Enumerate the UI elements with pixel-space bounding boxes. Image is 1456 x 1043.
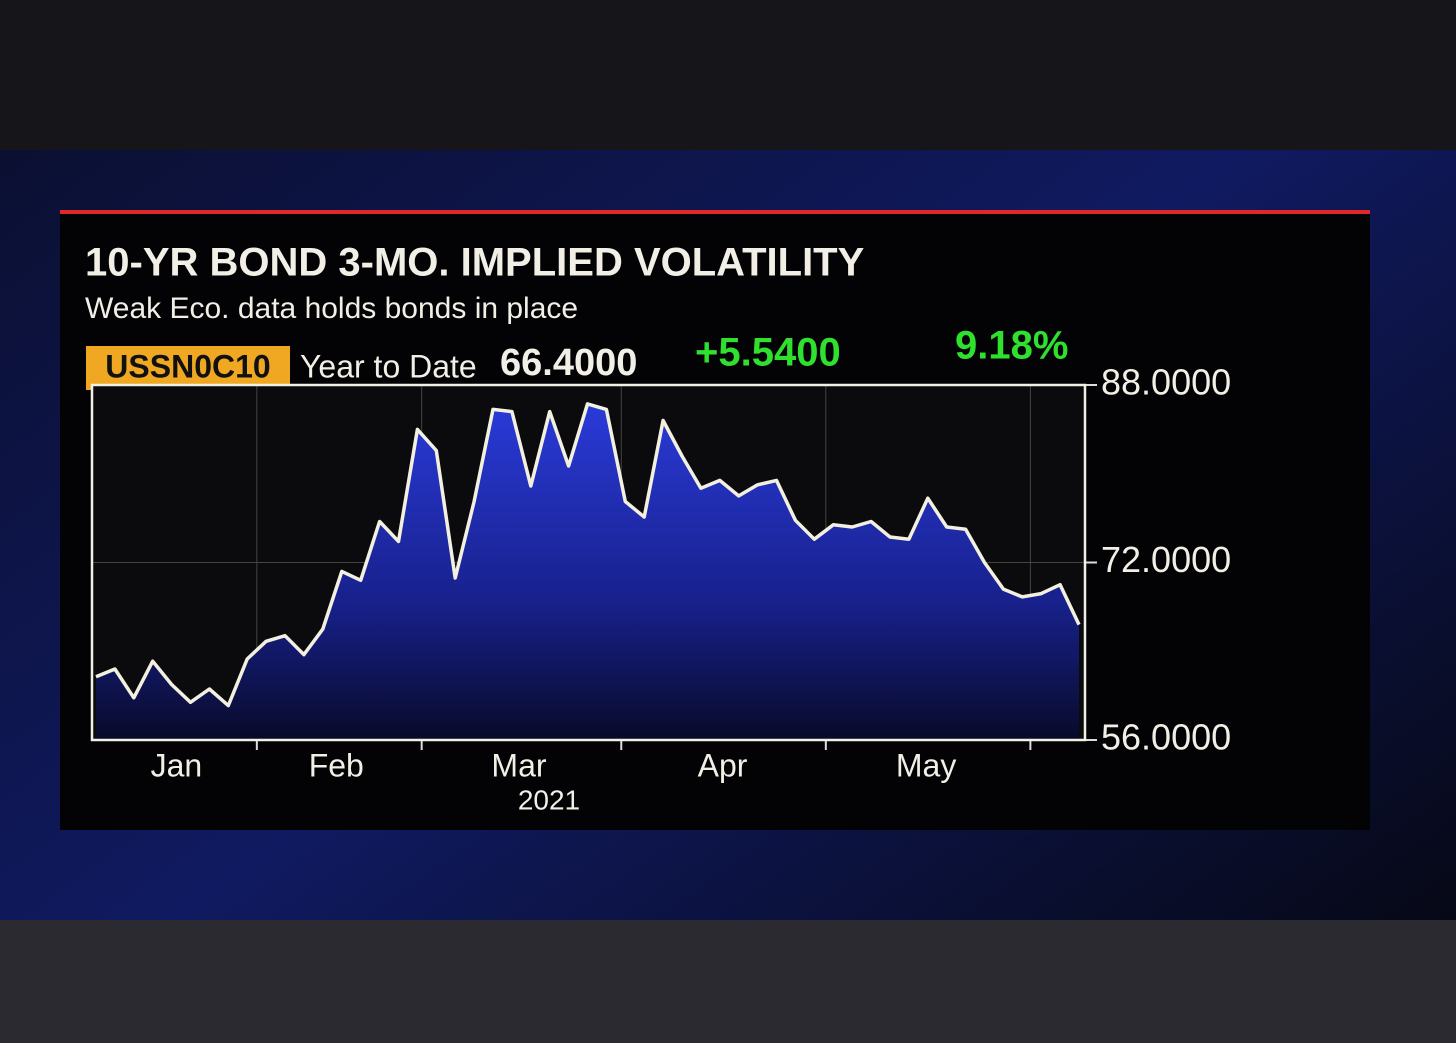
last-value: 66.4000 <box>500 342 637 384</box>
ceiling <box>0 0 1456 150</box>
change: +5.5400 <box>695 331 841 375</box>
line <box>95 402 1081 708</box>
y-tick-label: 56.0000 <box>1101 717 1231 758</box>
x-tick-label: May <box>896 747 956 783</box>
x-tick-label: Jan <box>151 747 203 783</box>
floor <box>0 920 1456 1043</box>
period: Year to Date <box>300 348 477 384</box>
plot-border <box>90 383 1087 742</box>
ticker: USSN0C10 <box>105 348 270 384</box>
x-tick-label: Apr <box>698 747 748 783</box>
chart-title: 10-YR BOND 3-MO. IMPLIED VOLATILITY <box>85 241 865 285</box>
y-tick-label: 72.0000 <box>1101 539 1231 580</box>
ticker-badge <box>86 346 290 390</box>
chart-subtitle: Weak Eco. data holds bonds in place <box>85 292 578 325</box>
panel-top-line <box>60 210 1370 214</box>
x-tick-label: Mar <box>491 747 546 783</box>
change-percent: 9.18% <box>955 324 1068 368</box>
y-tick-label: 88.0000 <box>1101 362 1231 403</box>
area <box>96 403 1079 740</box>
plot: 56.0000 72.0000 88.0000 Jan Feb Mar Apr May 2021 <box>90 362 1231 815</box>
x-tick-label: Feb <box>309 747 364 783</box>
x-year-label: 2021 <box>518 784 580 815</box>
